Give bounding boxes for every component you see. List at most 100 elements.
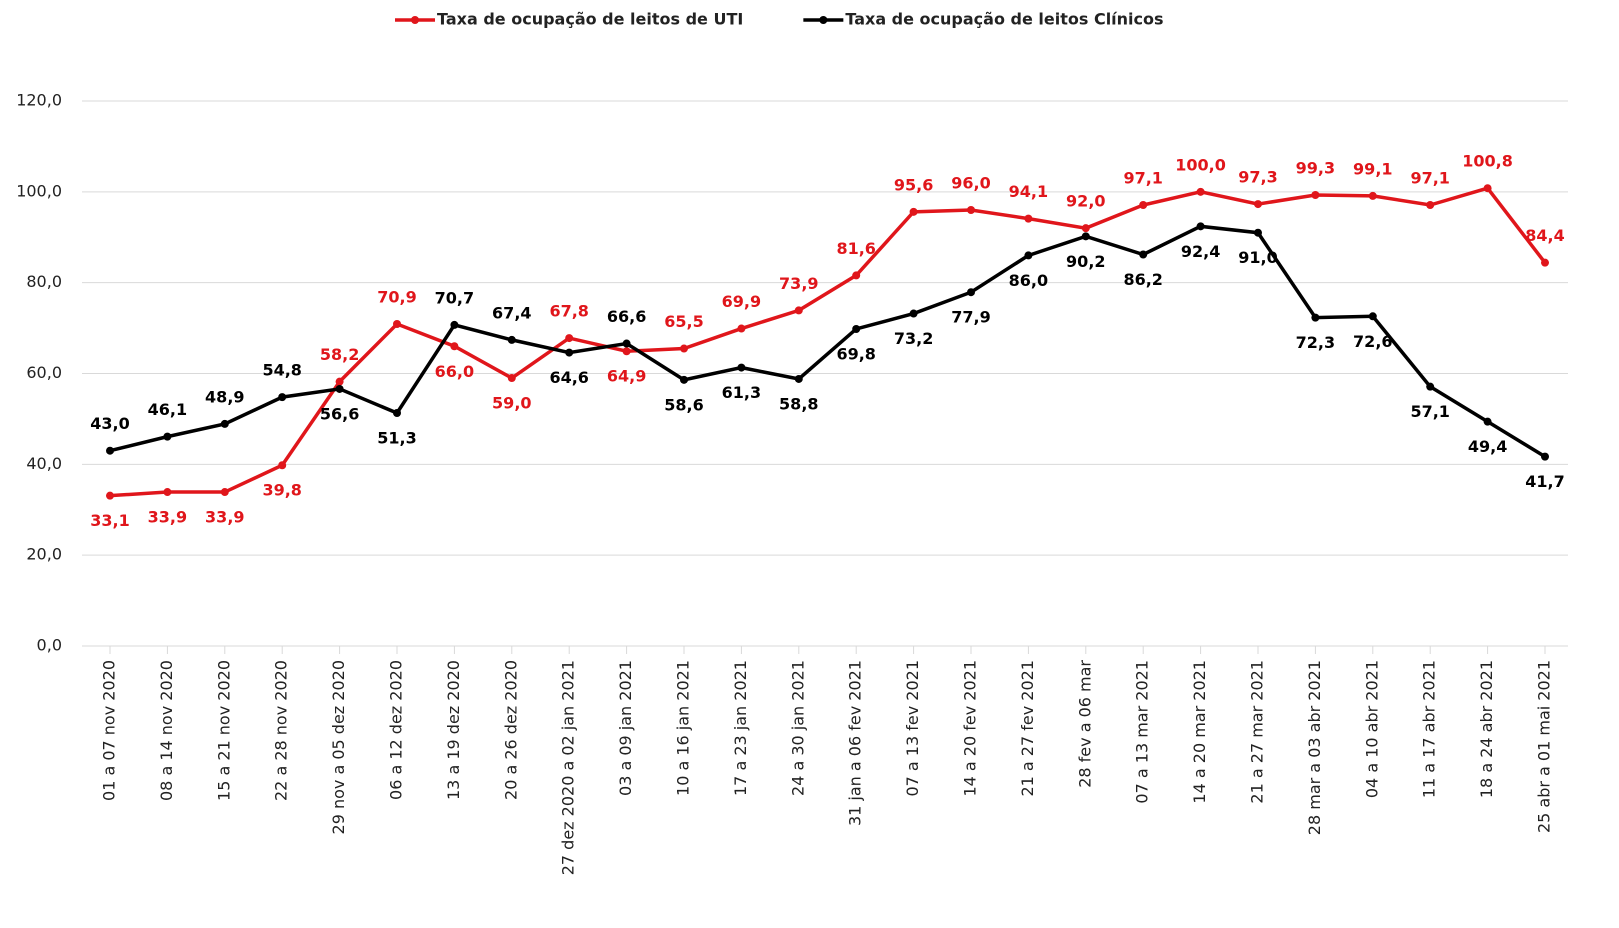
point xyxy=(220,419,229,428)
y-tick-label: 20,0 xyxy=(26,545,62,564)
value-label: 67,8 xyxy=(549,302,588,321)
value-label: 59,0 xyxy=(492,394,531,413)
point xyxy=(278,461,287,470)
value-label: 39,8 xyxy=(262,481,301,500)
point xyxy=(450,320,459,329)
value-label: 90,2 xyxy=(1066,252,1105,271)
legend-label: Taxa de ocupação de leitos Clínicos xyxy=(845,10,1163,29)
point xyxy=(909,309,918,318)
x-tick-label: 31 jan a 06 fev 2021 xyxy=(846,660,865,826)
point xyxy=(1024,251,1033,260)
value-label: 33,9 xyxy=(205,508,244,527)
point xyxy=(1081,224,1090,233)
point xyxy=(737,324,746,333)
point xyxy=(622,347,631,356)
value-label: 69,9 xyxy=(722,292,761,311)
point xyxy=(565,334,574,343)
x-tick-label: 03 a 09 jan 2021 xyxy=(616,660,635,796)
point xyxy=(106,491,114,500)
point xyxy=(909,207,918,216)
point xyxy=(1254,228,1262,237)
series-line xyxy=(109,186,1547,498)
x-tick-label: 17 a 23 jan 2021 xyxy=(731,660,750,796)
value-label: 56,6 xyxy=(320,404,359,423)
point xyxy=(737,363,746,372)
series-line xyxy=(109,224,1546,459)
value-label: 97,3 xyxy=(1238,168,1277,187)
x-tick-label: 28 mar a 03 abr 2021 xyxy=(1305,660,1324,835)
point xyxy=(1426,382,1435,391)
point xyxy=(335,377,344,386)
value-label: 73,2 xyxy=(894,329,933,348)
point xyxy=(794,374,803,383)
x-tick-label: 27 dez 2020 a 02 jan 2021 xyxy=(559,660,578,875)
value-label: 43,0 xyxy=(90,414,129,433)
value-label: 92,4 xyxy=(1181,242,1220,261)
point xyxy=(1483,417,1492,426)
value-label: 97,1 xyxy=(1123,169,1162,188)
value-label: 92,0 xyxy=(1066,192,1105,211)
value-label: 72,6 xyxy=(1353,332,1392,351)
point xyxy=(1196,187,1205,196)
value-label: 51,3 xyxy=(377,429,416,448)
point xyxy=(507,335,516,344)
point xyxy=(106,446,114,455)
y-tick-label: 100,0 xyxy=(16,181,62,200)
value-label: 67,4 xyxy=(492,303,531,322)
point xyxy=(393,319,401,328)
point xyxy=(794,306,803,315)
value-label: 54,8 xyxy=(262,361,301,380)
point xyxy=(1541,258,1549,267)
value-label: 41,7 xyxy=(1525,472,1564,491)
value-label: 70,9 xyxy=(377,287,416,306)
point xyxy=(1139,250,1148,259)
point xyxy=(565,348,574,357)
value-label: 58,6 xyxy=(664,395,703,414)
x-tick-label: 13 a 19 dez 2020 xyxy=(444,660,463,800)
x-tick-label: 20 a 26 dez 2020 xyxy=(501,660,520,800)
x-tick-label: 15 a 21 nov 2020 xyxy=(214,660,233,801)
y-tick-label: 80,0 xyxy=(26,272,62,291)
point xyxy=(1483,184,1492,193)
point xyxy=(1368,191,1377,200)
value-label: 73,9 xyxy=(779,274,818,293)
value-label: 72,3 xyxy=(1296,333,1335,352)
point xyxy=(163,488,172,497)
value-label: 91,0 xyxy=(1238,248,1277,267)
value-label: 86,0 xyxy=(1009,271,1048,290)
point xyxy=(1368,312,1377,321)
value-label: 99,1 xyxy=(1353,159,1392,178)
value-label: 84,4 xyxy=(1525,226,1564,245)
value-label: 69,8 xyxy=(836,344,875,363)
point xyxy=(507,374,516,383)
value-label: 57,1 xyxy=(1410,402,1449,421)
x-tick-label: 11 a 17 abr 2021 xyxy=(1420,660,1439,798)
point xyxy=(1311,191,1320,200)
x-tick-label: 04 a 10 abr 2021 xyxy=(1362,660,1381,798)
value-label: 46,1 xyxy=(148,400,187,419)
value-label: 64,6 xyxy=(549,368,588,387)
x-tick-label: 14 a 20 fev 2021 xyxy=(961,660,980,797)
legend-marker xyxy=(411,16,419,24)
point xyxy=(1024,214,1033,223)
point xyxy=(1081,232,1090,241)
x-tick-label: 18 a 24 abr 2021 xyxy=(1477,660,1496,798)
point xyxy=(680,344,688,353)
point xyxy=(278,393,287,402)
y-tick-label: 60,0 xyxy=(26,363,62,382)
value-label: 86,2 xyxy=(1123,270,1162,289)
y-tick-label: 120,0 xyxy=(16,91,62,110)
x-tick-label: 06 a 12 dez 2020 xyxy=(387,660,406,800)
value-label: 100,0 xyxy=(1175,155,1226,174)
value-label: 66,6 xyxy=(607,307,646,326)
point xyxy=(852,324,861,333)
y-tick-label: 40,0 xyxy=(26,454,62,473)
value-label: 97,1 xyxy=(1410,169,1449,188)
y-tick-label: 0,0 xyxy=(37,636,62,655)
x-tick-label: 01 a 07 nov 2020 xyxy=(100,660,119,801)
value-label: 61,3 xyxy=(722,383,761,402)
x-tick-label: 07 a 13 fev 2021 xyxy=(903,660,922,797)
value-label: 66,0 xyxy=(435,362,474,381)
x-tick-label: 14 a 20 mar 2021 xyxy=(1190,660,1209,804)
x-tick-label: 24 a 30 jan 2021 xyxy=(788,660,807,796)
